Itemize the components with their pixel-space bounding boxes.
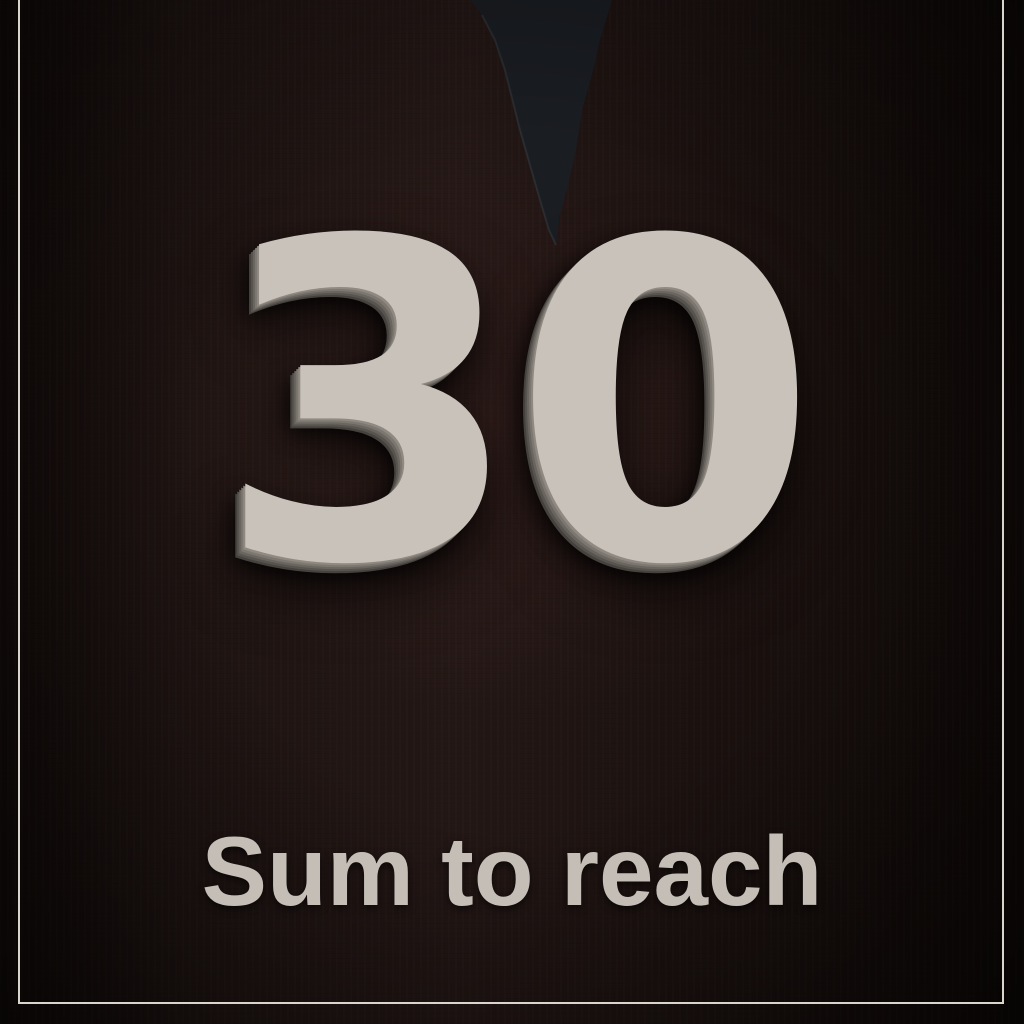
target-caption: Sum to reach xyxy=(201,816,823,926)
card-frame xyxy=(18,0,1004,1004)
target-sum-number: 30 xyxy=(215,149,818,661)
